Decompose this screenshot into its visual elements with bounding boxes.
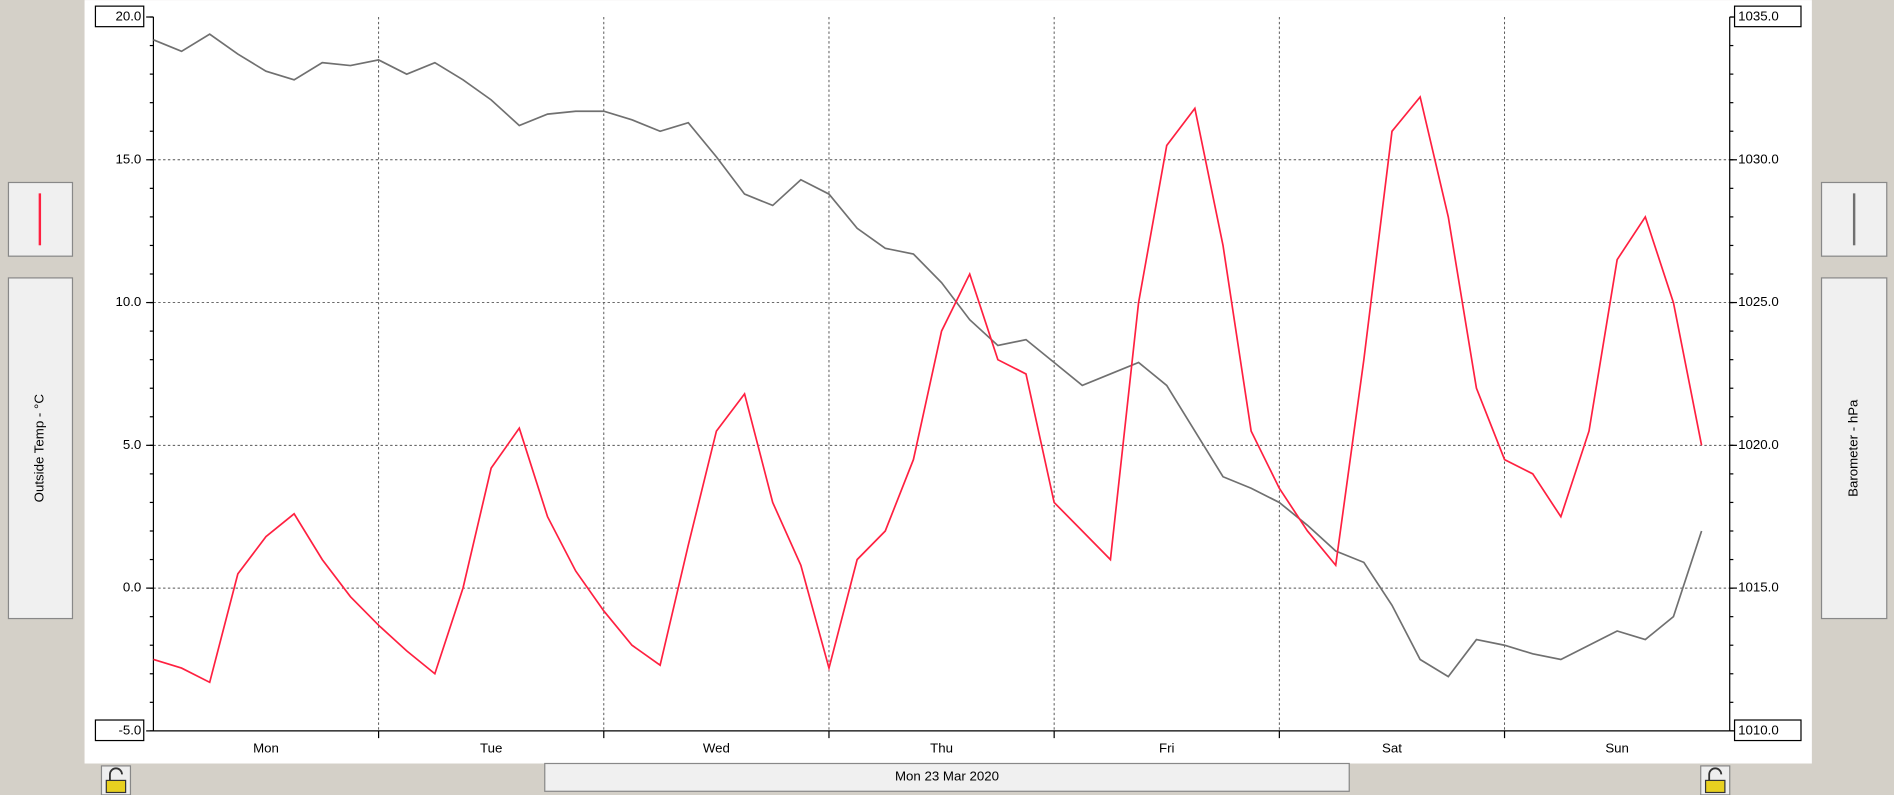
- x-tick-label: Tue: [480, 741, 502, 756]
- y2-tick-label: 1035.0: [1738, 9, 1779, 24]
- x-tick-label: Wed: [703, 741, 730, 756]
- x-tick-label: Sun: [1605, 741, 1629, 756]
- y2-tick-label: 1030.0: [1738, 151, 1779, 166]
- y2-tick-label: 1010.0: [1738, 722, 1779, 737]
- tick-box: [94, 5, 145, 28]
- y-axis-label: Outside Temp - °C: [31, 394, 46, 503]
- y-tick-label: -5.0: [118, 722, 141, 737]
- x-tick-label: Fri: [1159, 741, 1175, 756]
- y-tick-label: 15.0: [115, 151, 141, 166]
- tick-box: [1733, 5, 1802, 28]
- axis-panel[interactable]: [1820, 277, 1888, 620]
- date-label: Mon 23 Mar 2020: [895, 768, 999, 783]
- y2-tick-label: 1025.0: [1738, 294, 1779, 309]
- y2-tick-label: 1020.0: [1738, 437, 1779, 452]
- y-tick-label: 10.0: [115, 294, 141, 309]
- series-line: [153, 95, 1703, 684]
- y-tick-label: 0.0: [123, 580, 141, 595]
- date-bar[interactable]: [544, 762, 1350, 792]
- lock-icon[interactable]: [1700, 765, 1731, 795]
- tick-box: [94, 719, 145, 742]
- lock-icon[interactable]: [100, 765, 132, 795]
- tick-box: [1733, 719, 1802, 742]
- x-tick-label: Mon: [253, 741, 279, 756]
- series-line: [153, 33, 1703, 678]
- axis-panel[interactable]: [7, 277, 74, 620]
- x-tick-label: Sat: [1382, 741, 1402, 756]
- y2-axis-label: Barometer - hPa: [1846, 399, 1861, 497]
- y-tick-label: 20.0: [115, 9, 141, 24]
- y2-tick-label: 1015.0: [1738, 580, 1779, 595]
- y-tick-label: 5.0: [123, 437, 141, 452]
- chart-background: [84, 0, 1812, 764]
- x-tick-label: Thu: [930, 741, 953, 756]
